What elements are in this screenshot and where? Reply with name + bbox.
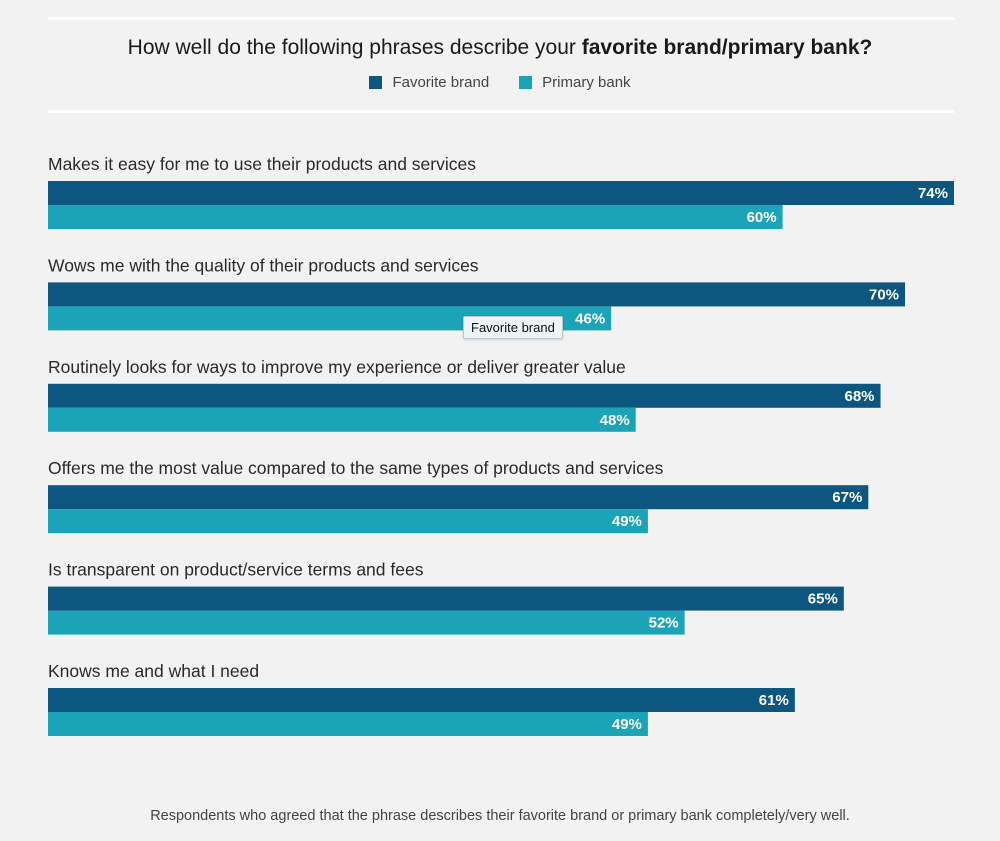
data-label-favorite-brand: 67%: [832, 489, 862, 506]
category-label: Is transparent on product/service terms …: [48, 560, 424, 580]
bar-primary-bank[interactable]: [48, 610, 685, 635]
bar-favorite-brand[interactable]: [48, 485, 869, 510]
category-label: Knows me and what I need: [48, 661, 259, 681]
data-label-favorite-brand: 70%: [869, 286, 899, 303]
data-label-primary-bank: 52%: [649, 615, 679, 632]
chart-title: How well do the following phrases descri…: [0, 36, 1000, 60]
chart-legend: Favorite brand Primary bank: [0, 74, 1000, 91]
data-label-primary-bank: 49%: [612, 513, 642, 530]
data-label-primary-bank: 60%: [747, 209, 777, 226]
legend-divider: [48, 110, 954, 113]
category-label: Offers me the most value compared to the…: [48, 458, 664, 478]
data-label-favorite-brand: 68%: [845, 388, 875, 405]
bar-primary-bank[interactable]: [48, 205, 783, 229]
legend-label-favorite-brand: Favorite brand: [392, 74, 490, 91]
data-label-primary-bank: 49%: [612, 716, 642, 733]
chart-footnote: Respondents who agreed that the phrase d…: [150, 808, 850, 824]
bar-favorite-brand[interactable]: [48, 688, 795, 712]
bar-favorite-brand[interactable]: [48, 282, 906, 307]
bar-primary-bank[interactable]: [48, 407, 636, 432]
data-label-primary-bank: 48%: [600, 412, 630, 429]
legend-swatch-primary-bank: [519, 76, 533, 89]
bar-favorite-brand[interactable]: [48, 383, 881, 408]
data-label-favorite-brand: 65%: [808, 591, 838, 608]
bar-favorite-brand[interactable]: [48, 181, 954, 205]
chart-tooltip: Favorite brand: [463, 316, 563, 339]
data-label-favorite-brand: 74%: [918, 185, 948, 202]
legend-swatch-favorite-brand: [369, 76, 383, 89]
chart-title-bold: favorite brand/primary bank?: [581, 36, 873, 59]
category-label: Makes it easy for me to use their produc…: [48, 154, 476, 174]
category-label: Routinely looks for ways to improve my e…: [48, 357, 626, 377]
bar-primary-bank[interactable]: [48, 509, 648, 534]
legend-label-primary-bank: Primary bank: [542, 74, 631, 91]
bar-primary-bank[interactable]: [48, 712, 648, 736]
category-label: Wows me with the quality of their produc…: [48, 255, 479, 275]
legend-item-favorite-brand[interactable]: Favorite brand: [369, 74, 489, 91]
legend-item-primary-bank[interactable]: Primary bank: [519, 74, 631, 91]
top-divider: [48, 17, 954, 20]
data-label-favorite-brand: 61%: [759, 692, 789, 709]
bar-favorite-brand[interactable]: [48, 586, 844, 611]
data-label-primary-bank: 46%: [575, 310, 605, 327]
chart-title-regular: How well do the following phrases descri…: [127, 36, 582, 59]
